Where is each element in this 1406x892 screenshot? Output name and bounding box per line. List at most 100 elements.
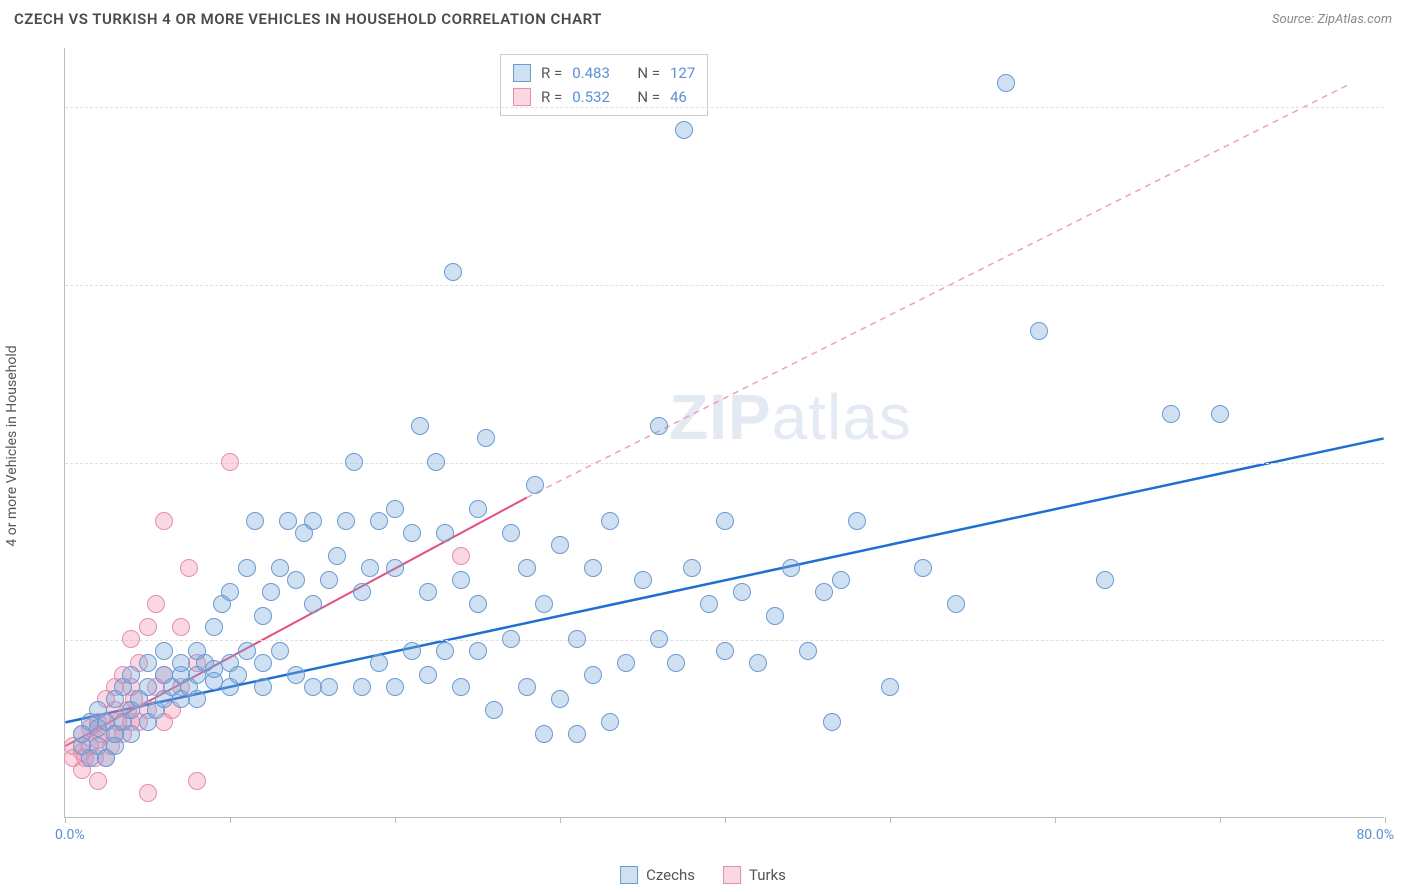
gridline <box>65 640 1384 641</box>
watermark: ZIPatlas <box>669 380 912 454</box>
scatter-point-czechs <box>716 512 734 530</box>
scatter-point-czechs <box>634 571 652 589</box>
scatter-point-czechs <box>353 583 371 601</box>
scatter-point-czechs <box>320 571 338 589</box>
scatter-point-czechs <box>617 654 635 672</box>
scatter-point-turks <box>139 784 157 802</box>
scatter-point-czechs <box>568 725 586 743</box>
scatter-point-czechs <box>716 642 734 660</box>
scatter-point-czechs <box>667 654 685 672</box>
scatter-point-czechs <box>1162 405 1180 423</box>
scatter-point-czechs <box>139 678 157 696</box>
scatter-point-czechs <box>650 417 668 435</box>
scatter-point-czechs <box>370 654 388 672</box>
y-axis-label: 4 or more Vehicles in Household <box>4 345 20 546</box>
scatter-point-czechs <box>205 660 223 678</box>
scatter-point-czechs <box>188 690 206 708</box>
x-tick <box>395 817 396 823</box>
plot-area: ZIPatlas R = 0.483 N = 127 R = 0.532 N =… <box>64 48 1384 818</box>
stats-row-turks: R = 0.532 N = 46 <box>513 85 695 109</box>
scatter-point-czechs <box>947 595 965 613</box>
gridline <box>65 463 1384 464</box>
scatter-point-czechs <box>246 512 264 530</box>
scatter-point-czechs <box>452 571 470 589</box>
scatter-point-czechs <box>229 666 247 684</box>
scatter-point-czechs <box>436 524 454 542</box>
x-tick <box>230 817 231 823</box>
scatter-point-czechs <box>254 654 272 672</box>
scatter-point-czechs <box>238 642 256 660</box>
gridline <box>65 107 1384 108</box>
scatter-point-czechs <box>535 725 553 743</box>
x-axis-min-label: 0.0% <box>55 827 85 843</box>
scatter-point-czechs <box>427 453 445 471</box>
scatter-point-czechs <box>683 559 701 577</box>
swatch-czechs <box>513 64 531 82</box>
x-tick <box>1055 817 1056 823</box>
scatter-point-turks <box>89 772 107 790</box>
source-attribution: Source: ZipAtlas.com <box>1272 12 1392 27</box>
scatter-point-czechs <box>254 678 272 696</box>
swatch-turks <box>513 88 531 106</box>
gridline <box>65 285 1384 286</box>
chart-title: CZECH VS TURKISH 4 OR MORE VEHICLES IN H… <box>14 10 602 28</box>
scatter-point-czechs <box>485 701 503 719</box>
legend-item-turks: Turks <box>723 866 786 884</box>
scatter-point-czechs <box>411 417 429 435</box>
scatter-point-czechs <box>782 559 800 577</box>
scatter-point-czechs <box>469 500 487 518</box>
x-tick <box>1385 817 1386 823</box>
x-tick <box>725 817 726 823</box>
scatter-point-turks <box>180 559 198 577</box>
scatter-point-czechs <box>601 512 619 530</box>
scatter-point-czechs <box>287 571 305 589</box>
scatter-point-czechs <box>799 642 817 660</box>
scatter-point-turks <box>188 772 206 790</box>
scatter-point-czechs <box>436 642 454 660</box>
y-tick-label: 60.0% <box>1390 99 1406 115</box>
scatter-point-czechs <box>254 607 272 625</box>
scatter-point-czechs <box>279 512 297 530</box>
scatter-point-czechs <box>205 618 223 636</box>
scatter-point-czechs <box>271 559 289 577</box>
scatter-point-turks <box>452 547 470 565</box>
scatter-point-czechs <box>526 476 544 494</box>
scatter-point-czechs <box>172 654 190 672</box>
trend-lines <box>65 48 1384 817</box>
scatter-point-czechs <box>304 678 322 696</box>
scatter-point-czechs <box>749 654 767 672</box>
scatter-point-czechs <box>271 642 289 660</box>
scatter-point-czechs <box>914 559 932 577</box>
x-tick <box>1220 817 1221 823</box>
scatter-point-czechs <box>518 559 536 577</box>
scatter-point-turks <box>221 453 239 471</box>
scatter-point-czechs <box>320 678 338 696</box>
x-tick <box>65 817 66 823</box>
scatter-point-czechs <box>386 559 404 577</box>
scatter-point-czechs <box>403 524 421 542</box>
scatter-point-czechs <box>370 512 388 530</box>
stats-row-czechs: R = 0.483 N = 127 <box>513 61 695 85</box>
scatter-point-czechs <box>469 642 487 660</box>
x-tick <box>560 817 561 823</box>
scatter-point-czechs <box>238 559 256 577</box>
scatter-point-czechs <box>337 512 355 530</box>
scatter-point-czechs <box>419 666 437 684</box>
scatter-point-czechs <box>139 654 157 672</box>
scatter-point-czechs <box>997 74 1015 92</box>
scatter-point-turks <box>172 618 190 636</box>
scatter-point-czechs <box>568 630 586 648</box>
scatter-point-turks <box>122 630 140 648</box>
scatter-point-czechs <box>477 429 495 447</box>
x-axis-max-label: 80.0% <box>1356 827 1394 843</box>
scatter-point-turks <box>155 512 173 530</box>
scatter-point-czechs <box>221 583 239 601</box>
scatter-point-czechs <box>345 453 363 471</box>
scatter-point-czechs <box>287 666 305 684</box>
scatter-point-czechs <box>444 263 462 281</box>
scatter-point-czechs <box>328 547 346 565</box>
scatter-point-czechs <box>155 642 173 660</box>
scatter-point-czechs <box>700 595 718 613</box>
x-tick <box>890 817 891 823</box>
scatter-point-czechs <box>675 121 693 139</box>
